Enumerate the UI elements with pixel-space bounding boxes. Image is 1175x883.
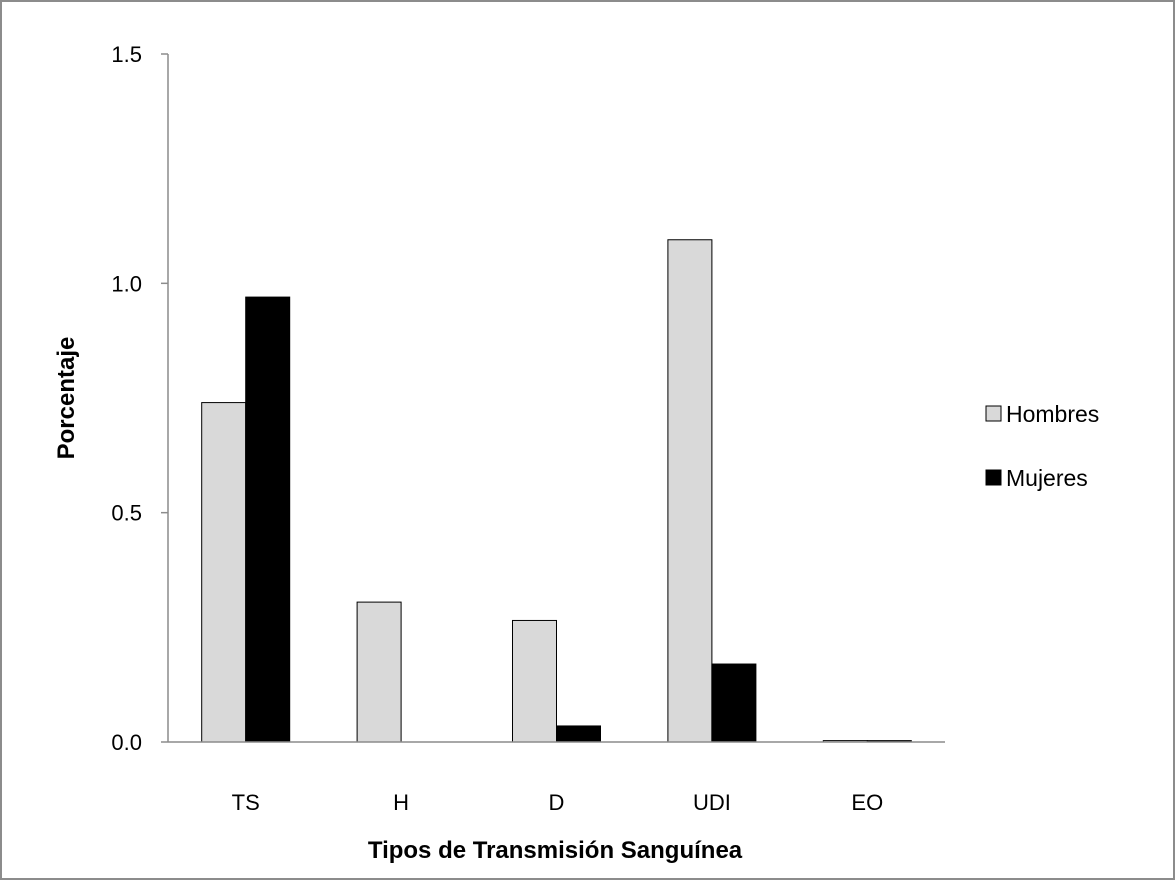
bar-hombres-h: [356, 601, 402, 743]
legend-label-mujeres: Mujeres: [1006, 465, 1088, 491]
x-categories: TS H D UDI EO: [232, 790, 884, 815]
x-category-label: UDI: [693, 790, 731, 815]
y-tick-label: 0.0: [111, 730, 142, 755]
bar-mujeres-udi: [711, 663, 757, 743]
bar-mujeres-ts: [245, 296, 291, 743]
y-axis-title: Porcentaje: [53, 337, 80, 460]
legend-label-hombres: Hombres: [1006, 401, 1099, 427]
bar-hombres-ts: [201, 402, 247, 743]
plot-area: [201, 239, 912, 743]
legend-swatch-hombres: [985, 405, 1002, 422]
bar-hombres-udi: [667, 239, 713, 743]
axes: [167, 54, 945, 743]
bar-hombres-d: [512, 619, 557, 743]
bar-mujeres-d: [556, 725, 601, 743]
x-category-label: D: [549, 790, 565, 815]
x-category-label: TS: [232, 790, 260, 815]
legend-swatch-mujeres: [985, 469, 1002, 486]
y-tick-label: 1.0: [111, 271, 142, 296]
x-category-label: EO: [851, 790, 883, 815]
x-axis-title: Tipos de Transmisión Sanguínea: [368, 837, 743, 864]
legend: Hombres Mujeres: [985, 401, 1099, 491]
y-tick-label: 1.5: [111, 42, 142, 67]
x-category-label: H: [393, 790, 409, 815]
y-ticks: 0.0 0.5 1.0 1.5: [111, 42, 168, 755]
y-tick-label: 0.5: [111, 501, 142, 526]
